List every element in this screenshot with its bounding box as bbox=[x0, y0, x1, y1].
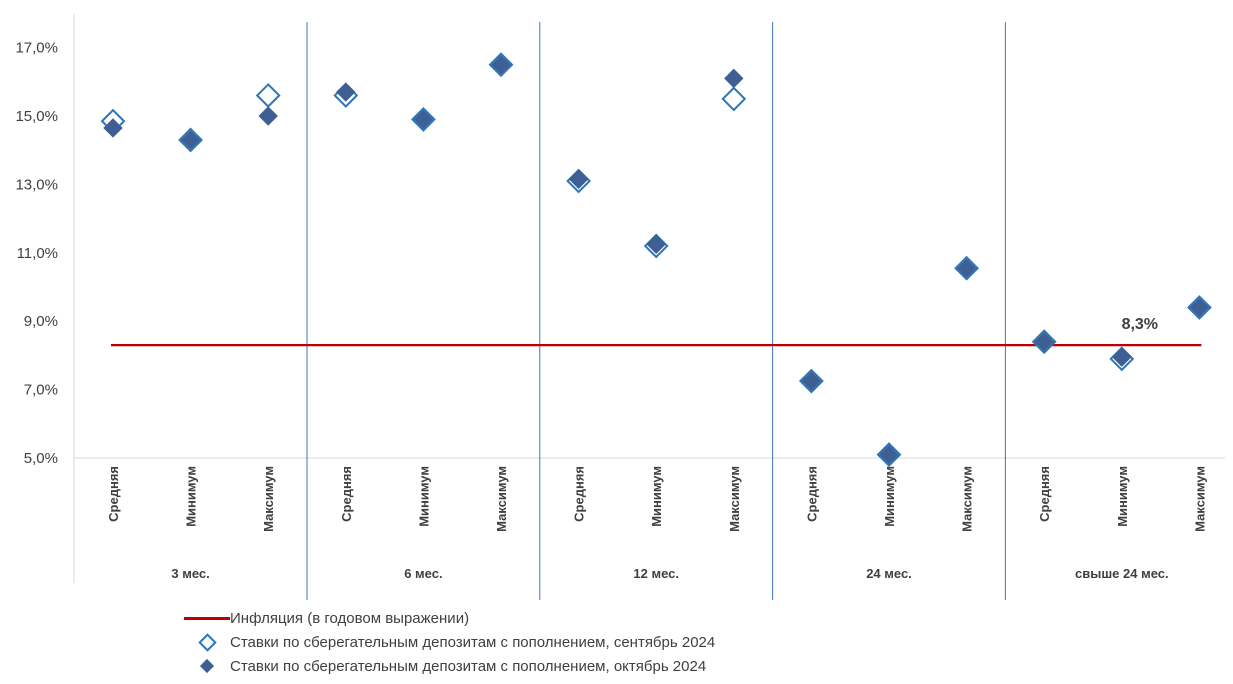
legend-label-october: Ставки по сберегательным депозитам с поп… bbox=[230, 657, 707, 675]
x-group-label: 6 мес. bbox=[404, 566, 442, 581]
inflation-value-label: 8,3% bbox=[1122, 316, 1158, 333]
y-tick-label: 15,0% bbox=[15, 108, 58, 125]
legend-label-inflation: Инфляция (в годовом выражении) bbox=[230, 609, 470, 627]
october-point bbox=[879, 444, 899, 465]
x-group-label: свыше 24 мес. bbox=[1075, 566, 1169, 581]
x-category-label: Максимум bbox=[960, 466, 975, 532]
october-point bbox=[413, 109, 434, 130]
x-category-label: Максимум bbox=[261, 466, 276, 532]
x-category-label: Минимум bbox=[416, 466, 431, 527]
october-point bbox=[258, 106, 278, 126]
october-point bbox=[956, 258, 977, 278]
x-category-label: Максимум bbox=[727, 466, 742, 532]
october-point bbox=[568, 169, 589, 189]
october-point bbox=[491, 54, 511, 75]
legend-line-swatch bbox=[184, 616, 230, 620]
x-category-label: Максимум bbox=[1192, 466, 1207, 532]
x-category-label: Минимум bbox=[184, 466, 199, 527]
x-group-label: 3 мес. bbox=[171, 566, 209, 581]
x-category-label: Минимум bbox=[1115, 466, 1130, 527]
filled-diamond-icon bbox=[199, 658, 215, 674]
legend-item-october: Ставки по сберегательным депозитам с поп… bbox=[184, 654, 715, 678]
october-point bbox=[180, 130, 201, 150]
october-point bbox=[1189, 297, 1210, 318]
legend: Инфляция (в годовом выражении) Ставки по… bbox=[184, 606, 715, 678]
october-point bbox=[801, 371, 822, 391]
y-tick-label: 11,0% bbox=[17, 245, 58, 262]
y-tick-label: 13,0% bbox=[15, 176, 58, 193]
x-group-label: 12 мес. bbox=[633, 566, 679, 581]
legend-label-september: Ставки по сберегательным депозитам с поп… bbox=[230, 633, 716, 651]
october-point bbox=[646, 234, 666, 254]
y-tick-label: 5,0% bbox=[24, 450, 58, 467]
y-tick-label: 7,0% bbox=[24, 382, 58, 399]
october-point bbox=[724, 68, 744, 89]
october-point bbox=[1034, 332, 1054, 352]
october-point bbox=[103, 118, 123, 138]
x-category-label: Минимум bbox=[649, 466, 664, 527]
legend-item-september: Ставки по сберегательным депозитам с поп… bbox=[184, 630, 715, 654]
y-tick-label: 17,0% bbox=[15, 40, 58, 57]
x-category-label: Средняя bbox=[804, 466, 819, 522]
september-point bbox=[255, 83, 281, 108]
september-point bbox=[721, 86, 747, 112]
y-tick-label: 9,0% bbox=[24, 313, 58, 330]
x-group-label: 24 мес. bbox=[866, 566, 912, 581]
x-category-label: Средняя bbox=[1037, 466, 1052, 522]
october-point bbox=[1112, 347, 1132, 367]
x-category-label: Минимум bbox=[882, 466, 897, 527]
october-point bbox=[336, 82, 356, 102]
x-category-label: Максимум bbox=[494, 466, 509, 532]
x-category-label: Средняя bbox=[339, 466, 354, 522]
legend-item-inflation: Инфляция (в годовом выражении) bbox=[184, 606, 715, 630]
x-category-label: Средняя bbox=[572, 466, 587, 522]
x-category-label: Средняя bbox=[106, 466, 121, 522]
open-diamond-icon bbox=[197, 632, 217, 652]
